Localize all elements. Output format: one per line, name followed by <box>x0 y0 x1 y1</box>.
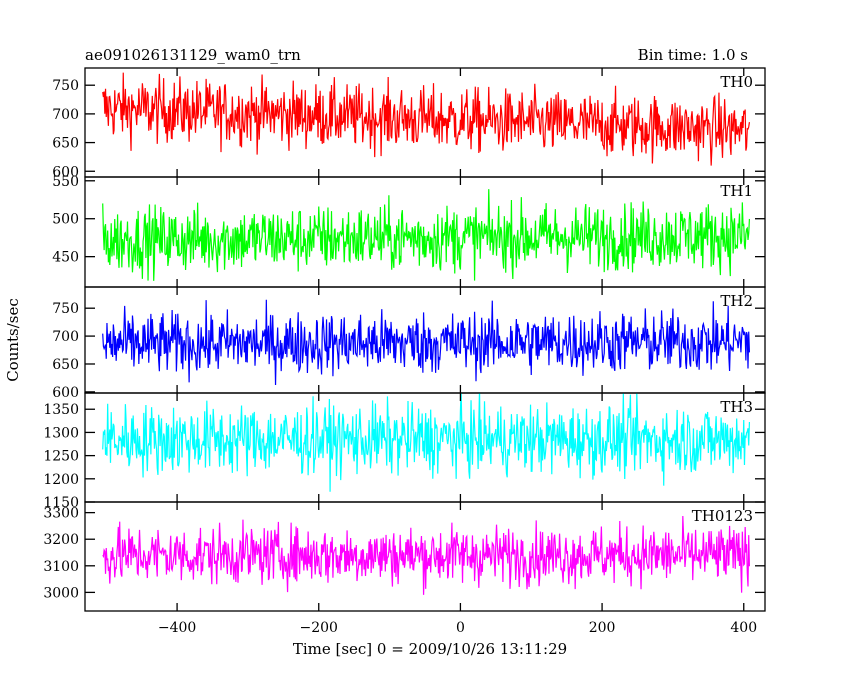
y-tick-label: 600 <box>52 164 79 180</box>
y-tick-label: 650 <box>52 357 79 373</box>
panels-group: 600 650 700 750 TH0 450 500 550 TH1 600 650 700 750 T… <box>43 67 766 636</box>
panel-label-th0: TH0 <box>720 73 753 91</box>
y-tick-label: 1150 <box>43 495 79 511</box>
x-tick-label: 400 <box>730 620 757 636</box>
series-line-th1 <box>102 189 751 281</box>
y-tick-label: 1250 <box>43 449 79 465</box>
y-tick-label: 550 <box>52 174 79 190</box>
y-tick-label: 500 <box>52 212 79 228</box>
x-tick-label: −200 <box>300 620 338 636</box>
panel-th2: 600 650 700 750 TH2 <box>52 286 766 401</box>
x-axis-label: Time [sec] 0 = 2009/10/26 13:11:29 <box>293 640 567 658</box>
series-line-th0 <box>102 72 751 166</box>
y-tick-label: 750 <box>52 78 79 94</box>
chart-title: ae091026131129_wam0_trn <box>85 46 301 64</box>
panel-label-th2: TH2 <box>720 292 753 310</box>
series-line-th2 <box>102 299 751 386</box>
y-tick-label: 1300 <box>43 425 79 441</box>
y-tick-label: 3200 <box>43 532 79 548</box>
y-axis-label: Counts/sec <box>4 298 22 382</box>
panel-label-th0123: TH0123 <box>692 507 753 525</box>
y-tick-label: 700 <box>52 329 79 345</box>
x-tick-label: −400 <box>158 620 196 636</box>
bin-time-label: Bin time: 1.0 s <box>638 46 748 64</box>
panel-th1: 450 500 550 TH1 <box>52 174 766 288</box>
y-tick-label: 1200 <box>43 472 79 488</box>
series-line-th0123 <box>102 515 751 595</box>
y-tick-label: 700 <box>52 107 79 123</box>
y-tick-label: 650 <box>52 136 79 152</box>
series-line-th3 <box>102 393 751 492</box>
y-tick-label: 3300 <box>43 506 79 522</box>
x-tick-label: 0 <box>456 620 465 636</box>
panel-th0: 600 650 700 750 TH0 <box>52 67 766 180</box>
y-tick-label: 750 <box>52 301 79 317</box>
y-tick-label: 3100 <box>43 559 79 575</box>
panel-th3: 1150 1200 1250 1300 1350 TH3 <box>43 392 766 511</box>
y-tick-label: 450 <box>52 250 79 266</box>
x-tick-label: 200 <box>589 620 616 636</box>
y-tick-label: 1350 <box>43 402 79 418</box>
panel-frame <box>84 501 766 612</box>
panel-th0123: 3000 3100 3200 3300 TH0123 <box>43 501 766 612</box>
y-tick-label: 3000 <box>43 585 79 601</box>
panel-label-th1: TH1 <box>720 182 753 200</box>
panel-label-th3: TH3 <box>720 398 753 416</box>
y-tick-label: 600 <box>52 385 79 401</box>
